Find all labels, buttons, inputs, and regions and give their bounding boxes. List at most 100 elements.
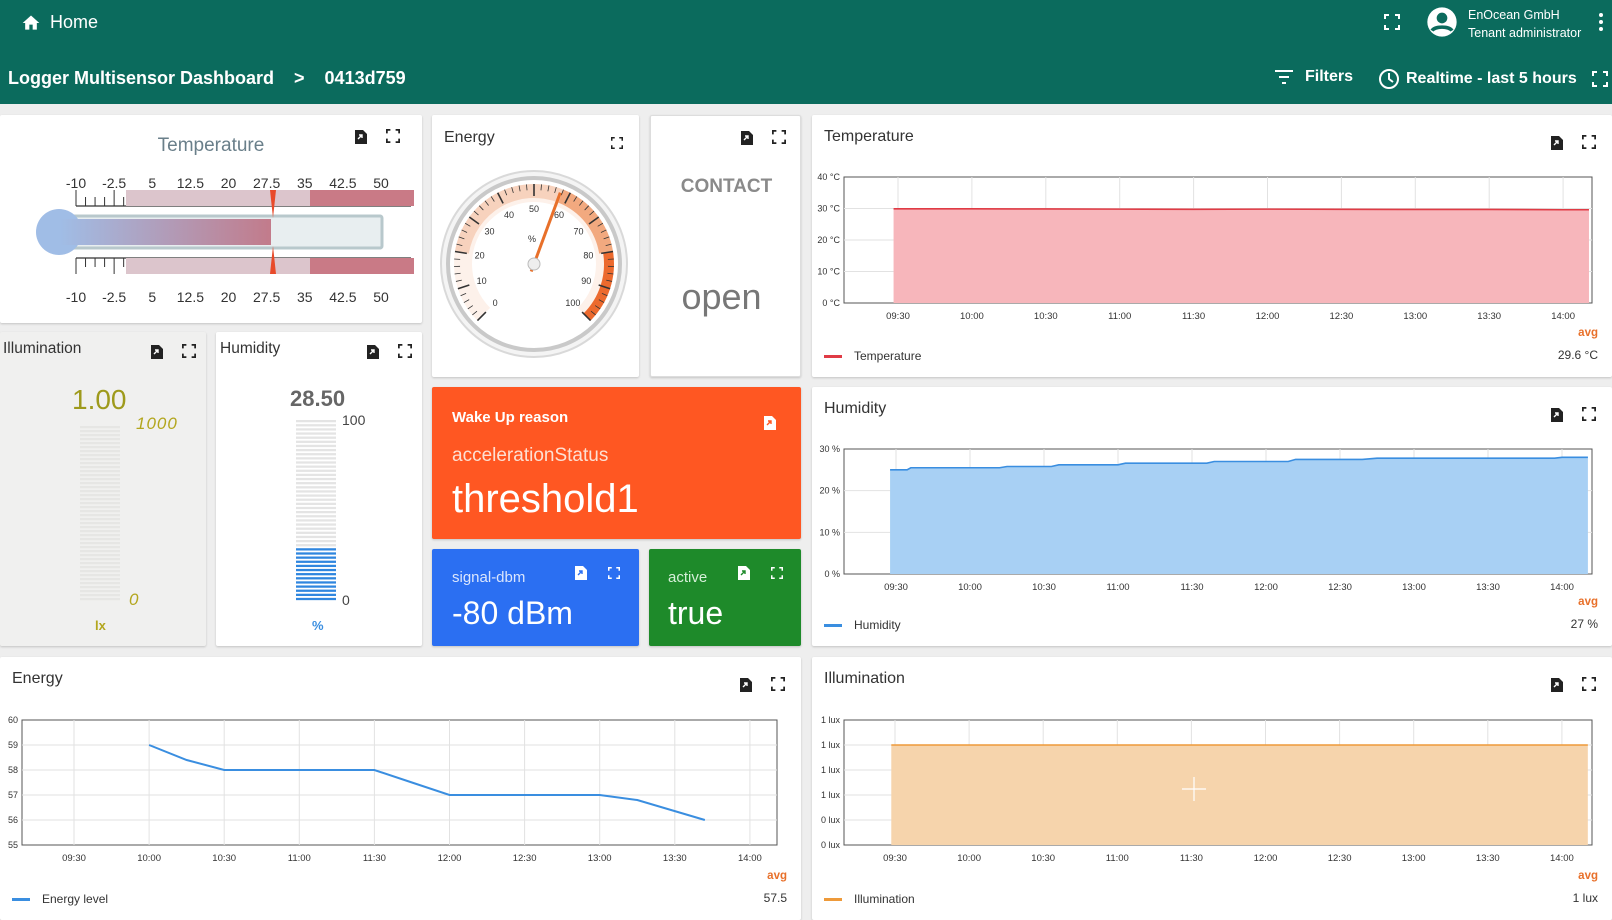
tenant-info[interactable]: EnOcean GmbH Tenant administrator — [1468, 6, 1581, 42]
x-tick-label: 12:00 — [1256, 311, 1280, 322]
tenant-role: Tenant administrator — [1468, 26, 1582, 40]
temperature-chart-widget: Temperature 40 °C 30 °C 20 °C 10 °C 0 °C 09:30… — [812, 115, 1612, 377]
x-tick-label: 13:30 — [663, 853, 687, 864]
scale-label: -10 — [66, 289, 86, 305]
gauge-unit: % — [528, 234, 536, 244]
export-icon[interactable] — [354, 129, 368, 145]
export-icon[interactable] — [1550, 135, 1564, 151]
series-line — [148, 744, 706, 821]
level-segment — [296, 506, 336, 510]
gauge-tick — [490, 196, 495, 202]
fullscreen-icon[interactable] — [772, 130, 786, 144]
level-segment — [80, 578, 120, 581]
x-tick-label: 14:00 — [738, 853, 762, 864]
level-segment — [80, 462, 120, 465]
gauge-tick-label: 50 — [529, 204, 539, 214]
wakeup-key: accelerationStatus — [452, 445, 609, 466]
legend-item[interactable]: Temperature — [824, 349, 921, 363]
y-tick-label: 1 lux — [821, 715, 841, 725]
fullscreen-icon[interactable] — [182, 344, 196, 358]
level-segment — [80, 550, 120, 553]
level-segment — [80, 582, 120, 585]
gauge-tick — [464, 222, 471, 227]
level-segment — [296, 531, 336, 534]
humidity-unit: % — [312, 618, 324, 633]
x-tick-label: 14:00 — [1551, 311, 1575, 322]
legend-item[interactable]: Humidity — [824, 618, 901, 632]
tenant-name: EnOcean GmbH — [1468, 8, 1560, 22]
y-tick-label: 1 lux — [821, 790, 841, 800]
dashboard-title[interactable]: Logger Multisensor Dashboard — [8, 68, 275, 88]
active-title: active — [668, 569, 708, 586]
level-segment — [296, 494, 336, 497]
chart-plot: 30 % 20 % 10 % 0 % 09:30 10:00 10:30 11:00 11:30… — [819, 444, 1593, 593]
fullscreen-icon[interactable] — [1582, 135, 1596, 149]
level-segment — [296, 585, 336, 588]
export-icon[interactable] — [763, 415, 777, 431]
more-vert-icon[interactable] — [1598, 12, 1604, 32]
gauge-tick — [601, 293, 608, 297]
x-tick-label: 10:00 — [958, 582, 982, 593]
export-icon[interactable] — [1550, 677, 1564, 693]
gauge-tick — [504, 189, 508, 196]
level-segment — [80, 518, 120, 521]
level-segment — [80, 494, 120, 497]
gauge-tick — [463, 299, 470, 303]
level-segment — [296, 539, 336, 543]
level-segment — [296, 535, 336, 539]
x-tick-label: 13:00 — [1403, 311, 1427, 322]
gauge-tick — [454, 250, 467, 255]
export-icon[interactable] — [737, 565, 751, 581]
level-segment — [296, 548, 336, 551]
filters-button[interactable]: Filters — [1273, 68, 1353, 86]
home-link[interactable]: Home — [20, 12, 98, 33]
y-tick-label: 60 — [8, 715, 18, 725]
fullscreen-icon[interactable] — [386, 129, 400, 143]
energy-chart-widget: Energy 60 59 58 57 56 55 09:30 10:00 10:30 11:00 11… — [0, 657, 801, 920]
gauge-tick — [511, 187, 514, 194]
level-bar — [80, 426, 120, 601]
fullscreen-icon[interactable] — [771, 567, 783, 579]
level-segment — [80, 546, 120, 549]
export-icon[interactable] — [740, 130, 754, 146]
level-segment — [296, 477, 336, 481]
gauge-tick — [564, 192, 572, 204]
x-tick-label: 10:00 — [137, 853, 161, 864]
gauge-tick — [468, 216, 480, 225]
level-segment — [80, 526, 120, 529]
x-tick-label: 13:00 — [1402, 853, 1426, 864]
x-tick-label: 11:00 — [288, 853, 311, 864]
legend-item[interactable]: Energy level — [12, 892, 108, 906]
level-segment — [80, 574, 120, 577]
level-segment — [80, 442, 120, 445]
fullscreen-dashboard-icon[interactable] — [1592, 71, 1608, 87]
account-icon[interactable] — [1426, 6, 1458, 38]
y-tick-label: 57 — [8, 790, 18, 800]
wakeup-title: Wake Up reason — [452, 409, 569, 426]
gauge-tick-label: 40 — [504, 210, 514, 220]
avg-value: 1 lux — [1572, 891, 1598, 905]
fullscreen-icon[interactable] — [608, 567, 620, 579]
fullscreen-icon[interactable] — [1384, 14, 1400, 30]
gauge-tick — [597, 222, 604, 227]
legend-item[interactable]: Illumination — [824, 892, 915, 906]
fullscreen-icon[interactable] — [398, 344, 412, 358]
export-icon[interactable] — [150, 344, 164, 360]
level-segment — [296, 436, 336, 439]
timewindow-button[interactable]: Realtime - last 5 hours — [1378, 68, 1577, 90]
fullscreen-icon[interactable] — [771, 677, 785, 691]
clock-icon — [1379, 69, 1399, 89]
x-tick-label: 14:00 — [1550, 853, 1574, 864]
export-icon[interactable] — [574, 565, 588, 581]
export-icon[interactable] — [739, 677, 753, 693]
export-icon[interactable] — [366, 344, 380, 360]
humidity-level-widget: Humidity 28.50 100 0 % — [216, 332, 422, 646]
gauge-tick — [607, 272, 614, 275]
level-segment — [80, 542, 120, 545]
export-icon[interactable] — [1550, 407, 1564, 423]
series-line — [890, 456, 1588, 471]
fullscreen-icon[interactable] — [1582, 407, 1596, 421]
level-segment — [80, 598, 120, 601]
fullscreen-icon[interactable] — [1582, 677, 1596, 691]
fullscreen-icon[interactable] — [611, 137, 623, 149]
